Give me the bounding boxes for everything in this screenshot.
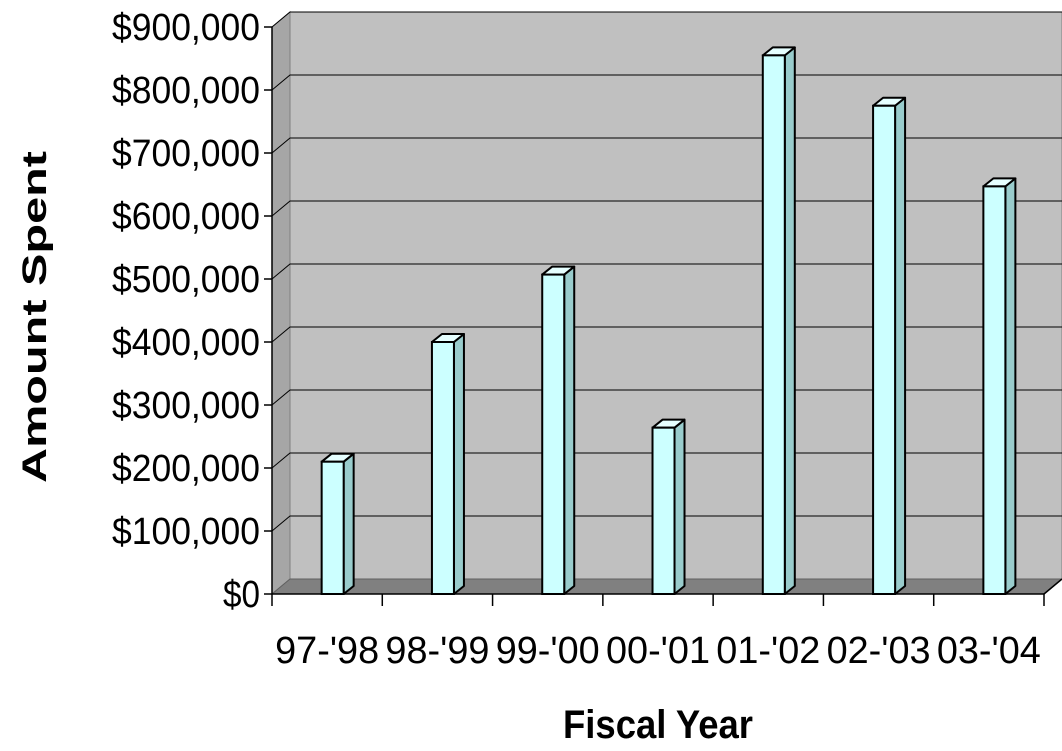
- bar-side: [342, 452, 355, 595]
- x-tick-label: 97-'98: [275, 630, 379, 672]
- bar: [541, 265, 576, 595]
- bar-front: [430, 341, 455, 595]
- bar-front: [982, 185, 1007, 595]
- plot-side-wall: [271, 10, 291, 596]
- y-tick-label: $900,000: [112, 7, 260, 49]
- bar: [872, 96, 907, 595]
- bar: [320, 452, 355, 596]
- x-tick-labels: 97-'98 98-'99 99-'00 00-'01 01-'02 02-'03 03-'…: [275, 630, 1041, 672]
- gridline: [271, 11, 1062, 28]
- y-tick-label: $200,000: [112, 448, 260, 490]
- bar-front: [541, 273, 566, 595]
- bar-front: [651, 426, 676, 595]
- axes: [264, 26, 1062, 606]
- gridlines: [271, 11, 1062, 532]
- x-axis-title: Fiscal Year: [563, 703, 753, 747]
- y-tick-label: $300,000: [112, 385, 260, 427]
- x-tick-label: 02-'03: [827, 630, 931, 672]
- gridline: [271, 389, 1062, 406]
- bar-side: [894, 96, 907, 595]
- y-tick-label: $400,000: [112, 322, 260, 364]
- x-tick-label: 98-'99: [385, 630, 489, 672]
- bar: [761, 46, 796, 596]
- bar: [982, 177, 1017, 595]
- x-tick-label: 01-'02: [716, 630, 820, 672]
- gridline: [271, 326, 1062, 343]
- bar-side: [452, 333, 465, 595]
- gridline: [271, 515, 1062, 532]
- y-tick-label: $100,000: [112, 511, 260, 553]
- y-tick-label: $600,000: [112, 196, 260, 238]
- bar-side: [1004, 177, 1017, 595]
- floor-edge: [1043, 578, 1062, 595]
- gridline: [271, 137, 1062, 154]
- bar: [651, 418, 686, 595]
- y-tick-label: $500,000: [112, 259, 260, 301]
- y-tick-labels: $0 $100,000 $200,000 $300,000 $400,000 $500,0…: [112, 7, 260, 616]
- bar-front: [320, 460, 345, 596]
- bar-side: [783, 46, 796, 595]
- gridline: [271, 263, 1062, 280]
- gridline: [271, 452, 1062, 469]
- x-tick-label: 00-'01: [606, 630, 710, 672]
- gridline: [271, 200, 1062, 217]
- y-tick-label: $700,000: [112, 133, 260, 175]
- x-tick-label: 99-'00: [496, 630, 600, 672]
- bar-side: [673, 418, 686, 595]
- bar: [430, 333, 465, 595]
- bar-side: [563, 265, 576, 595]
- gridline: [271, 74, 1062, 91]
- y-tick-label: $0: [223, 574, 260, 616]
- y-axis-title: Amount Spent: [16, 151, 54, 483]
- y-tick-label: $800,000: [112, 70, 260, 112]
- bar-front: [872, 104, 897, 595]
- bars: [320, 46, 1017, 596]
- bar-front: [761, 54, 786, 596]
- x-tick-label: 03-'04: [937, 630, 1041, 672]
